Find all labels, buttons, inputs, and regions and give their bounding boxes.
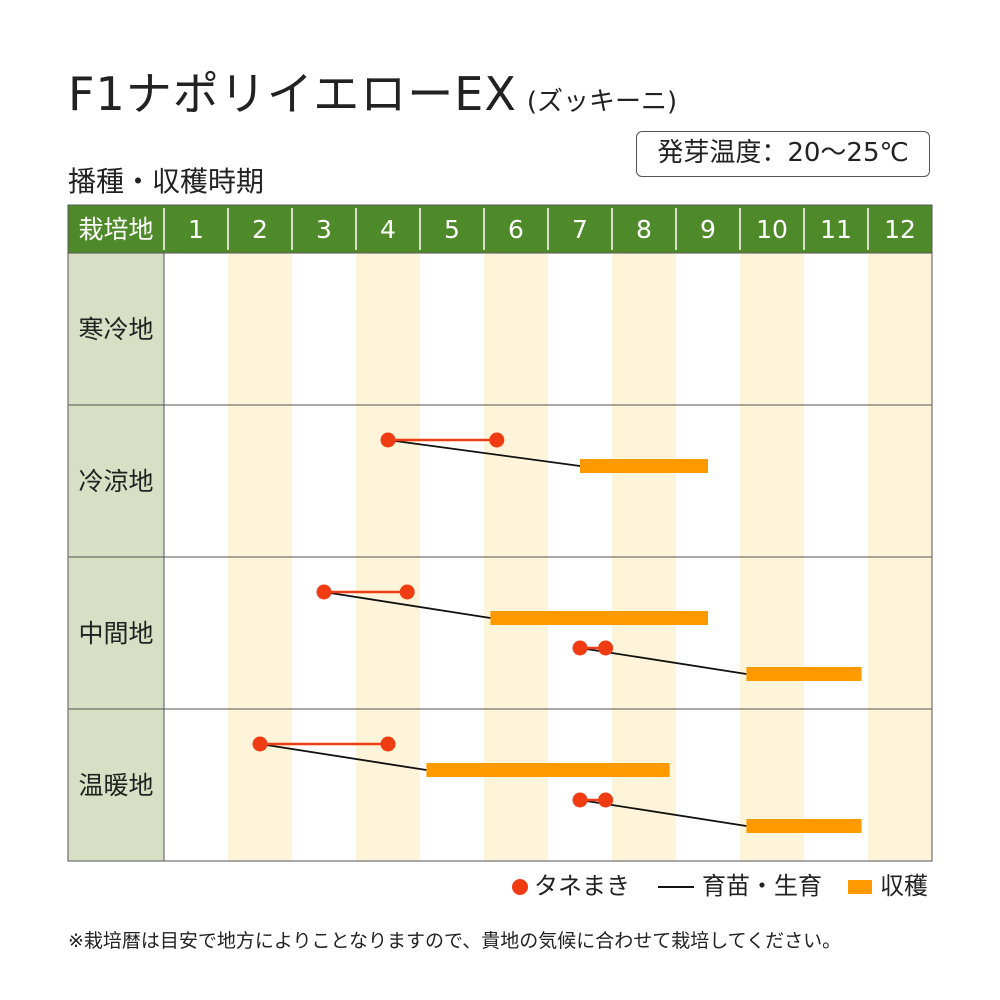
month-label: 5 — [444, 215, 460, 244]
month-label: 9 — [700, 215, 716, 244]
legend-sowing-marker — [512, 879, 528, 895]
month-label: 12 — [884, 215, 916, 244]
germination-temp-box: 発芽温度：20～25℃ — [636, 131, 930, 177]
sowing-end-dot — [598, 640, 614, 656]
sowing-start-dot — [572, 792, 588, 808]
nursery-line — [387, 439, 581, 467]
legend-nursery: 育苗・生育 — [658, 868, 822, 904]
sowing-end-dot — [399, 584, 415, 600]
harvest-bar — [746, 667, 862, 681]
sowing-end-dot — [380, 736, 396, 752]
sowing-start-dot — [572, 640, 588, 656]
legend-sowing: タネまき — [512, 868, 630, 904]
month-label: 6 — [508, 215, 524, 244]
region-label: 冷涼地 — [78, 467, 153, 496]
legend-nursery-label: 育苗・生育 — [702, 872, 822, 900]
legend-harvest-marker — [848, 880, 872, 894]
sowing-start-dot — [380, 432, 396, 448]
legend-harvest-label: 収穫 — [880, 872, 928, 900]
month-label: 2 — [252, 215, 268, 244]
footnote: ※栽培暦は目安で地方によりことなりますので、貴地の気候に合わせて栽培してください… — [68, 930, 842, 952]
sowing-start-dot — [252, 736, 268, 752]
legend-harvest: 収穫 — [848, 868, 928, 904]
month-label: 3 — [316, 215, 332, 244]
month-label: 11 — [820, 215, 852, 244]
month-label: 4 — [380, 215, 396, 244]
chart-border — [67, 204, 933, 862]
month-label: 1 — [188, 215, 204, 244]
legend: タネまき 育苗・生育 収穫 — [0, 868, 932, 904]
month-label: 10 — [756, 215, 788, 244]
month-label: 7 — [572, 215, 588, 244]
harvest-bar — [490, 611, 708, 625]
region-label: 中間地 — [78, 619, 153, 648]
nursery-line — [259, 743, 427, 771]
sowing-end-dot — [598, 792, 614, 808]
header-region-label: 栽培地 — [78, 215, 153, 244]
sowing-start-dot — [316, 584, 332, 600]
nursery-line — [323, 591, 491, 619]
chart-title: F1ナポリイエローEX (ズッキーニ) — [68, 58, 677, 124]
harvest-bar — [746, 819, 862, 833]
title-main: F1ナポリイエローEX — [68, 67, 517, 121]
legend-nursery-marker — [658, 886, 694, 888]
region-label: 寒冷地 — [78, 315, 153, 344]
section-subtitle: 播種・収穫時期 — [68, 165, 265, 198]
region-label: 温暖地 — [78, 771, 153, 800]
harvest-bar — [580, 459, 708, 473]
header-bar — [68, 205, 932, 253]
sowing-end-dot — [489, 432, 505, 448]
harvest-bar — [426, 763, 670, 777]
legend-sowing-label: タネまき — [534, 872, 630, 900]
month-label: 8 — [636, 215, 652, 244]
title-subtitle: (ズッキーニ) — [526, 87, 678, 117]
